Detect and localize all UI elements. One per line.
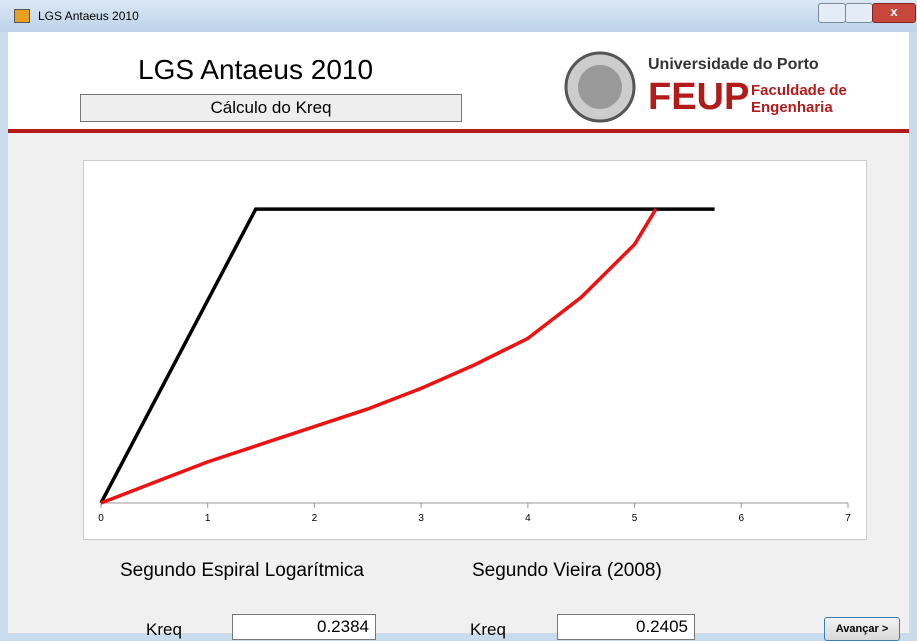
- left-heading: Segundo Espiral Logarítmica: [120, 560, 364, 581]
- seal-logo: [564, 51, 636, 123]
- x-tick-label: 1: [205, 513, 211, 524]
- right-label: Kreq: [470, 620, 506, 639]
- x-tick-label: 0: [98, 513, 104, 524]
- next-button[interactable]: Avançar >: [824, 617, 900, 641]
- window-title: LGS Antaeus 2010: [38, 9, 139, 23]
- right-heading: Segundo Vieira (2008): [472, 560, 662, 581]
- faculty-line2: Engenharia: [751, 99, 833, 116]
- faculty-abbr: FEUP: [648, 76, 750, 118]
- x-tick-label: 4: [525, 513, 531, 524]
- subtitle: Cálculo do Kreq: [80, 94, 462, 122]
- x-tick-label: 6: [739, 513, 745, 524]
- client-area: LGS Antaeus 2010 Cálculo do Kreq Univers…: [8, 32, 909, 641]
- left-value[interactable]: 0.2384: [232, 614, 376, 640]
- app-title: LGS Antaeus 2010: [138, 54, 374, 85]
- x-tick-label: 2: [312, 513, 318, 524]
- university: Universidade do Porto: [648, 56, 819, 73]
- header: LGS Antaeus 2010 Cálculo do Kreq Univers…: [8, 32, 909, 133]
- left-label: Kreq: [146, 620, 182, 639]
- x-tick-label: 3: [418, 513, 424, 524]
- right-value[interactable]: 0.2405: [557, 614, 695, 640]
- chart: 0 1 2 3 4 5 6 7: [83, 160, 867, 540]
- x-tick-label: 7: [845, 513, 851, 524]
- app-icon: [14, 9, 30, 23]
- data-line: [100, 208, 658, 505]
- maximize-button[interactable]: [845, 3, 873, 23]
- close-button[interactable]: x: [872, 3, 916, 23]
- minimize-button[interactable]: [818, 3, 846, 23]
- title-bar: LGS Antaeus 2010 x: [0, 0, 917, 32]
- faculty-line1: Faculdade de: [751, 82, 847, 99]
- x-tick-label: 5: [632, 513, 638, 524]
- data-line: [99, 207, 715, 504]
